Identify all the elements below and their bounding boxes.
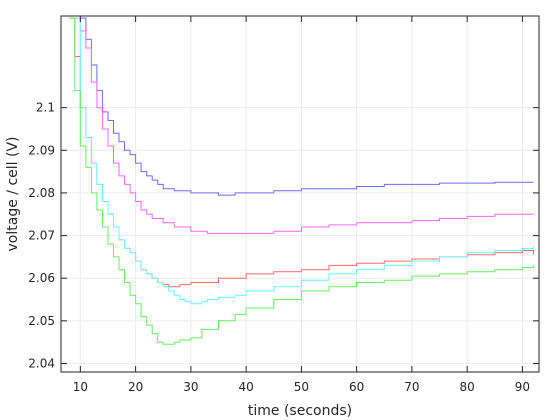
- y-tick-labels: 2.04 2.05 2.06 2.07 2.08 2.09 2.1: [28, 101, 55, 371]
- series-line-1: [80, 17, 534, 196]
- y-tick-label: 2.05: [28, 314, 55, 328]
- x-tick-label: 10: [73, 380, 88, 394]
- series-line-5: [69, 17, 534, 345]
- y-tick-label: 2.08: [28, 186, 55, 200]
- x-tick-label: 60: [349, 380, 364, 394]
- x-tick-label: 70: [404, 380, 419, 394]
- y-tick-label: 2.09: [28, 143, 55, 157]
- x-tick-label: 30: [183, 380, 198, 394]
- series-group: [69, 17, 534, 345]
- x-tick-label: 80: [460, 380, 475, 394]
- series-line-4: [74, 17, 534, 305]
- y-tick-label: 2.1: [36, 101, 55, 115]
- y-tick-label: 2.04: [28, 356, 55, 370]
- y-tick-label: 2.07: [28, 229, 55, 243]
- x-tick-labels: 10 20 30 40 50 60 70 80 90: [73, 380, 530, 394]
- y-tick-label: 2.06: [28, 271, 55, 285]
- x-tick-label: 90: [515, 380, 530, 394]
- plot-frame: [60, 15, 540, 373]
- x-tick-label: 40: [238, 380, 253, 394]
- y-axis-label: voltage / cell (V): [5, 137, 21, 252]
- series-line-2: [74, 17, 534, 234]
- x-tick-label: 20: [128, 380, 143, 394]
- grid-lines: [61, 16, 539, 372]
- x-axis-label: time (seconds): [248, 403, 352, 419]
- tick-marks: [61, 16, 539, 372]
- x-tick-label: 50: [294, 380, 309, 394]
